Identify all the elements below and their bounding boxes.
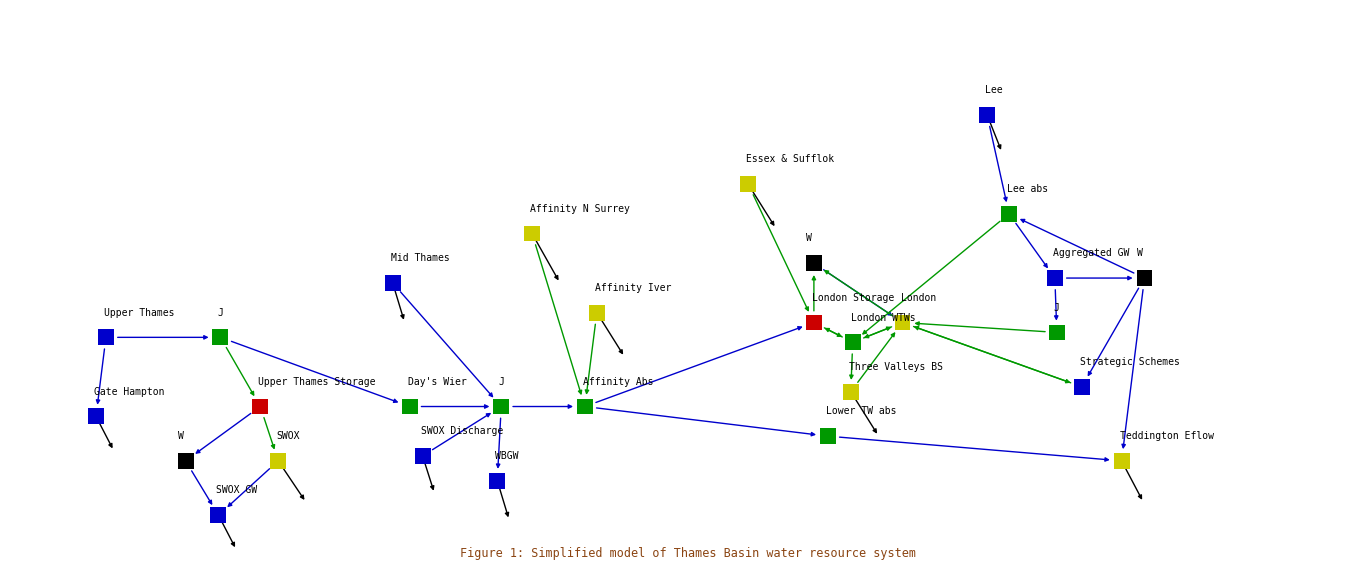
Text: Gate Hampton: Gate Hampton — [94, 387, 164, 397]
Text: SWOX: SWOX — [276, 431, 300, 441]
Text: Affinity Iver: Affinity Iver — [595, 283, 671, 293]
Bar — [806, 255, 822, 271]
Bar — [577, 398, 593, 414]
Text: Affinity Abs: Affinity Abs — [583, 377, 653, 387]
Text: Lower TW abs: Lower TW abs — [826, 406, 896, 417]
Bar — [1137, 270, 1153, 286]
Text: Affinity N Surrey: Affinity N Surrey — [531, 204, 630, 214]
Bar — [1074, 379, 1090, 395]
Text: Day's Wier: Day's Wier — [408, 377, 466, 387]
Bar — [741, 176, 756, 192]
Text: Lee abs: Lee abs — [1008, 184, 1048, 194]
Text: Essex & Sufflok: Essex & Sufflok — [746, 155, 834, 165]
Text: Strategic Schemes: Strategic Schemes — [1080, 357, 1180, 367]
Text: J: J — [217, 307, 224, 318]
Text: Upper Thames Storage: Upper Thames Storage — [259, 377, 376, 387]
Text: Three Valleys BS: Three Valleys BS — [849, 362, 943, 372]
Text: Lee: Lee — [985, 85, 1002, 95]
Text: SWOX GW: SWOX GW — [217, 486, 257, 495]
Bar — [806, 315, 822, 331]
Bar — [98, 329, 114, 345]
Bar — [213, 329, 229, 345]
Bar — [589, 305, 605, 320]
Bar — [1114, 453, 1130, 469]
Text: W: W — [1137, 248, 1142, 258]
Bar — [1047, 270, 1063, 286]
Text: WBGW: WBGW — [496, 451, 519, 461]
Text: London: London — [901, 293, 936, 303]
Text: Mid Thames: Mid Thames — [391, 253, 450, 263]
Bar — [1001, 206, 1017, 222]
Text: W: W — [178, 431, 183, 441]
Text: W: W — [806, 234, 812, 243]
Text: Teddington Eflow: Teddington Eflow — [1119, 431, 1214, 441]
Bar — [979, 107, 995, 123]
Bar — [252, 398, 268, 414]
Bar — [401, 398, 418, 414]
Text: J: J — [498, 377, 504, 387]
Bar — [820, 428, 835, 444]
Bar — [178, 453, 194, 469]
Text: SWOX Discharge: SWOX Discharge — [420, 426, 502, 436]
Bar — [843, 384, 858, 400]
Bar — [271, 453, 286, 469]
Text: London Storage: London Storage — [812, 293, 894, 303]
Text: J: J — [1053, 303, 1060, 312]
Bar — [415, 448, 431, 464]
Bar — [1049, 324, 1065, 340]
Bar — [894, 315, 911, 331]
Bar — [493, 398, 509, 414]
Bar — [210, 507, 226, 523]
Bar — [845, 335, 861, 350]
Text: Upper Thames: Upper Thames — [104, 307, 175, 318]
Bar — [88, 409, 104, 424]
Text: Figure 1: Simplified model of Thames Basin water resource system: Figure 1: Simplified model of Thames Bas… — [461, 547, 916, 560]
Text: London WTWs: London WTWs — [851, 312, 916, 323]
Bar — [524, 226, 540, 242]
Bar — [385, 275, 400, 291]
Text: Aggregated GW: Aggregated GW — [1053, 248, 1129, 258]
Bar — [489, 473, 505, 488]
